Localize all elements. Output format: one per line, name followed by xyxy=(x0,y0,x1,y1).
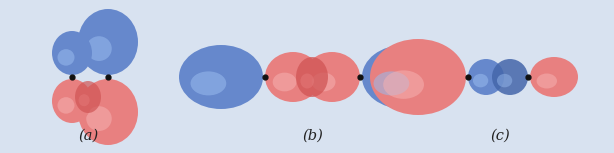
Ellipse shape xyxy=(497,74,512,87)
Ellipse shape xyxy=(362,45,446,109)
Ellipse shape xyxy=(304,52,360,102)
Ellipse shape xyxy=(52,31,92,75)
Ellipse shape xyxy=(58,97,74,114)
Ellipse shape xyxy=(537,73,557,88)
Ellipse shape xyxy=(492,59,528,95)
Ellipse shape xyxy=(52,79,92,123)
Ellipse shape xyxy=(265,52,321,102)
Ellipse shape xyxy=(78,9,138,75)
Ellipse shape xyxy=(383,70,424,99)
Ellipse shape xyxy=(78,79,138,145)
Ellipse shape xyxy=(530,57,578,97)
Ellipse shape xyxy=(296,57,328,97)
Ellipse shape xyxy=(179,45,263,109)
Ellipse shape xyxy=(312,73,335,91)
Ellipse shape xyxy=(58,49,74,66)
Ellipse shape xyxy=(86,36,112,61)
Ellipse shape xyxy=(86,106,112,131)
Text: (a): (a) xyxy=(78,129,98,143)
Ellipse shape xyxy=(370,39,466,115)
Ellipse shape xyxy=(79,94,90,106)
Ellipse shape xyxy=(75,81,101,113)
Text: (c): (c) xyxy=(490,129,510,143)
Ellipse shape xyxy=(190,71,226,95)
Ellipse shape xyxy=(473,74,488,87)
Ellipse shape xyxy=(373,71,410,95)
Ellipse shape xyxy=(273,73,297,91)
Ellipse shape xyxy=(468,59,504,95)
Text: (b): (b) xyxy=(303,129,324,143)
Ellipse shape xyxy=(300,73,314,88)
